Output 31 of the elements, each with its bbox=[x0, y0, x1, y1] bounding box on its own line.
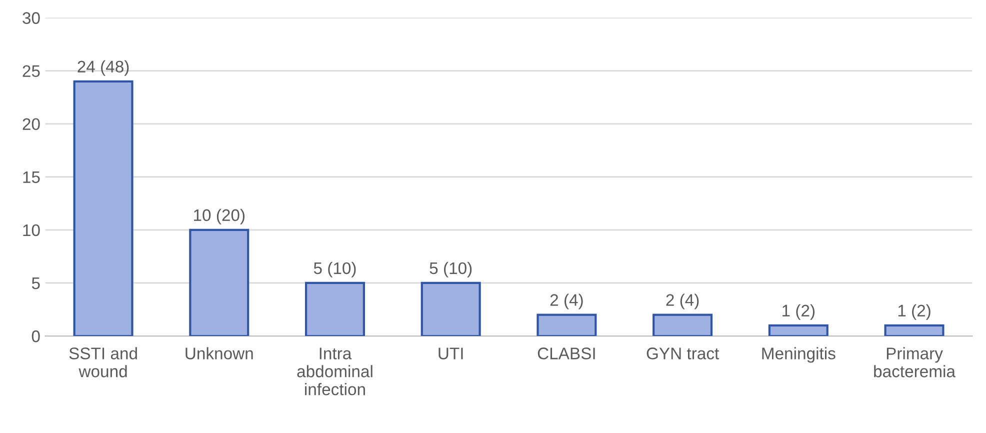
data-label: 2 (4) bbox=[550, 294, 583, 310]
y-tick-label: 15 bbox=[23, 171, 40, 184]
data-label: 1 (2) bbox=[898, 304, 930, 320]
x-tick-label: Meningitis bbox=[762, 347, 836, 363]
data-label: 5 (10) bbox=[314, 262, 356, 278]
bar bbox=[304, 282, 365, 336]
data-label: 1 (2) bbox=[782, 304, 815, 320]
y-tick-label: 20 bbox=[22, 118, 40, 130]
x-tick-label: GYN tract bbox=[646, 348, 720, 360]
y-tick-label: 0 bbox=[32, 330, 40, 342]
y-tick-label: 25 bbox=[22, 65, 40, 77]
x-tick-label: Primary bacteremia bbox=[874, 347, 956, 378]
x-tick-label: Unknown bbox=[186, 347, 253, 360]
data-label: 10 (20) bbox=[194, 208, 245, 224]
bar bbox=[652, 314, 713, 336]
x-tick-label: Intra abdominal infection bbox=[297, 348, 372, 396]
x-tick-label: CLABSI bbox=[538, 348, 595, 360]
bar bbox=[884, 324, 944, 336]
bar bbox=[189, 228, 250, 336]
data-label: 24 (48) bbox=[78, 60, 129, 76]
bar bbox=[768, 324, 828, 336]
x-tick-label: UTI bbox=[438, 348, 463, 360]
bar bbox=[536, 314, 597, 336]
y-tick-label: 30 bbox=[22, 12, 40, 24]
bar bbox=[420, 282, 481, 336]
bar bbox=[73, 80, 134, 336]
y-tick-label: 5 bbox=[32, 278, 40, 290]
data-label: 2 (4) bbox=[666, 294, 699, 310]
data-label: 5 (10) bbox=[430, 262, 472, 278]
y-tick-label: 10 bbox=[23, 224, 40, 236]
x-tick-label: SSTI and wound bbox=[69, 347, 137, 378]
